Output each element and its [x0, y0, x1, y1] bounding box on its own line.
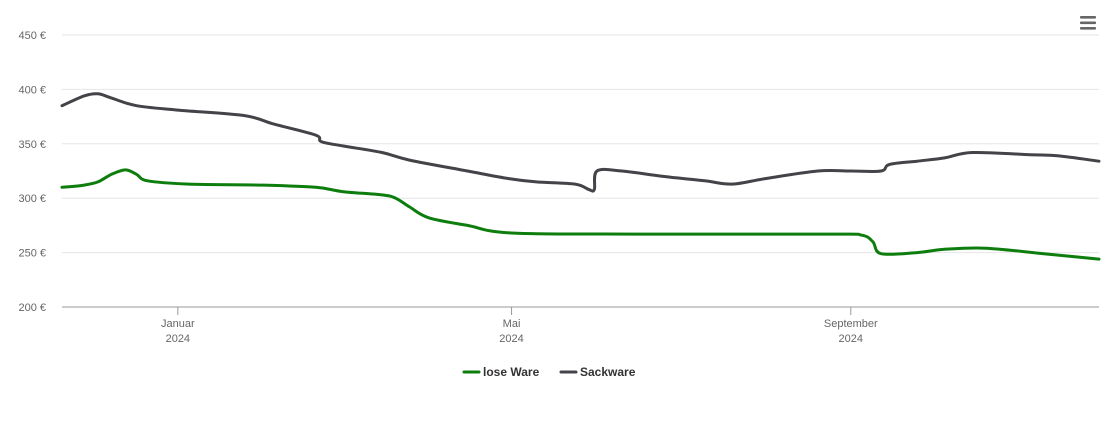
y-tick-label: 250 €	[18, 248, 46, 260]
x-tick-label: Januar	[161, 318, 195, 330]
legend-label: lose Ware	[483, 365, 540, 379]
y-tick-label: 400 €	[18, 84, 46, 96]
legend-item[interactable]: lose Ware	[462, 365, 540, 379]
legend: lose Ware Sackware	[462, 365, 636, 379]
series-line-0[interactable]	[60, 168, 1101, 261]
legend-item[interactable]: Sackware	[559, 365, 636, 379]
series-lines	[60, 92, 1101, 261]
x-tick-year-label: 2024	[166, 333, 190, 345]
hamburger-menu-icon[interactable]	[1078, 14, 1098, 32]
x-tick-label: September	[824, 318, 878, 330]
x-tick-year-label: 2024	[499, 333, 523, 345]
x-tick-label: Mai	[503, 318, 521, 330]
x-tick-year-label: 2024	[839, 333, 863, 345]
grid-lines	[62, 34, 1099, 254]
x-axis: Januar 2024 Mai 2024 September 2024	[62, 306, 1099, 345]
legend-label: Sackware	[580, 365, 636, 379]
y-tick-label: 300 €	[18, 193, 46, 205]
series-line-1[interactable]	[60, 92, 1101, 193]
y-tick-label: 200 €	[18, 302, 46, 314]
y-tick-label: 350 €	[18, 139, 46, 151]
y-tick-label: 450 €	[18, 30, 46, 42]
y-axis: 200 € 250 € 300 € 350 € 400 € 450 €	[18, 30, 46, 314]
